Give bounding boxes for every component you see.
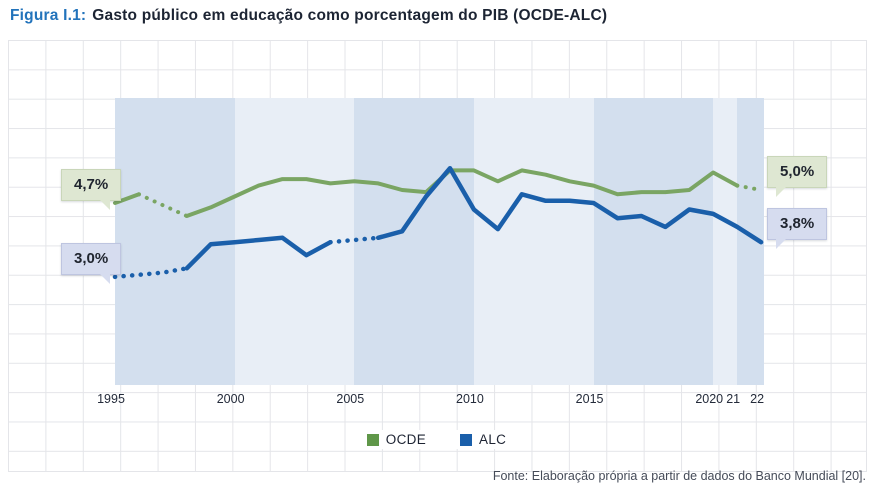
callout-alc-2022: 3,8% bbox=[767, 208, 828, 250]
legend-label-alc: ALC bbox=[479, 432, 507, 447]
x-tick-22: 22 bbox=[750, 392, 765, 406]
x-tick-2020: 2020 bbox=[695, 392, 724, 406]
source-note: Fonte: Elaboração própria a partir de da… bbox=[492, 469, 866, 483]
legend-swatch-ocde-icon bbox=[366, 433, 379, 446]
period-band-2010-2015 bbox=[473, 98, 594, 385]
callout-tail-icon bbox=[776, 185, 787, 197]
legend-item-alc: ALC bbox=[456, 430, 511, 449]
x-tick-2005: 2005 bbox=[336, 392, 365, 406]
period-band-1995-2000 bbox=[115, 98, 235, 385]
figure-title-text: Gasto público em educação como porcentag… bbox=[92, 7, 608, 24]
callout-tail-icon bbox=[99, 272, 111, 284]
callout-ocde-2022: 5,0% bbox=[767, 155, 828, 197]
period-band-2020-2021 bbox=[713, 98, 738, 385]
legend-item-ocde: OCDE bbox=[362, 430, 431, 449]
period-band-2015-2020 bbox=[593, 98, 714, 385]
legend-swatch-alc-icon bbox=[460, 433, 473, 446]
callout-alc-1995: 3,0% bbox=[61, 242, 122, 284]
x-tick-21: 21 bbox=[726, 392, 741, 406]
callout-ocde-1995: 4,7% bbox=[61, 169, 122, 210]
period-band-2021-2022 bbox=[737, 98, 765, 385]
x-tick-2010: 2010 bbox=[456, 392, 484, 406]
period-band-2005-2010 bbox=[354, 98, 474, 385]
legend-label-ocde: OCDE bbox=[385, 432, 427, 447]
x-tick-2015: 2015 bbox=[575, 392, 604, 406]
legend: OCDE ALC bbox=[0, 430, 873, 449]
x-tick-2000: 2000 bbox=[216, 392, 245, 406]
callout-tail-icon bbox=[776, 238, 787, 250]
x-tick-1995: 1995 bbox=[97, 392, 125, 406]
figure-number-label: Figura I.1: bbox=[10, 7, 87, 24]
callout-tail-icon bbox=[99, 199, 111, 210]
figure-title: Figura I.1: Gasto público em educação com… bbox=[10, 7, 607, 25]
period-band-2000-2005 bbox=[234, 98, 355, 385]
